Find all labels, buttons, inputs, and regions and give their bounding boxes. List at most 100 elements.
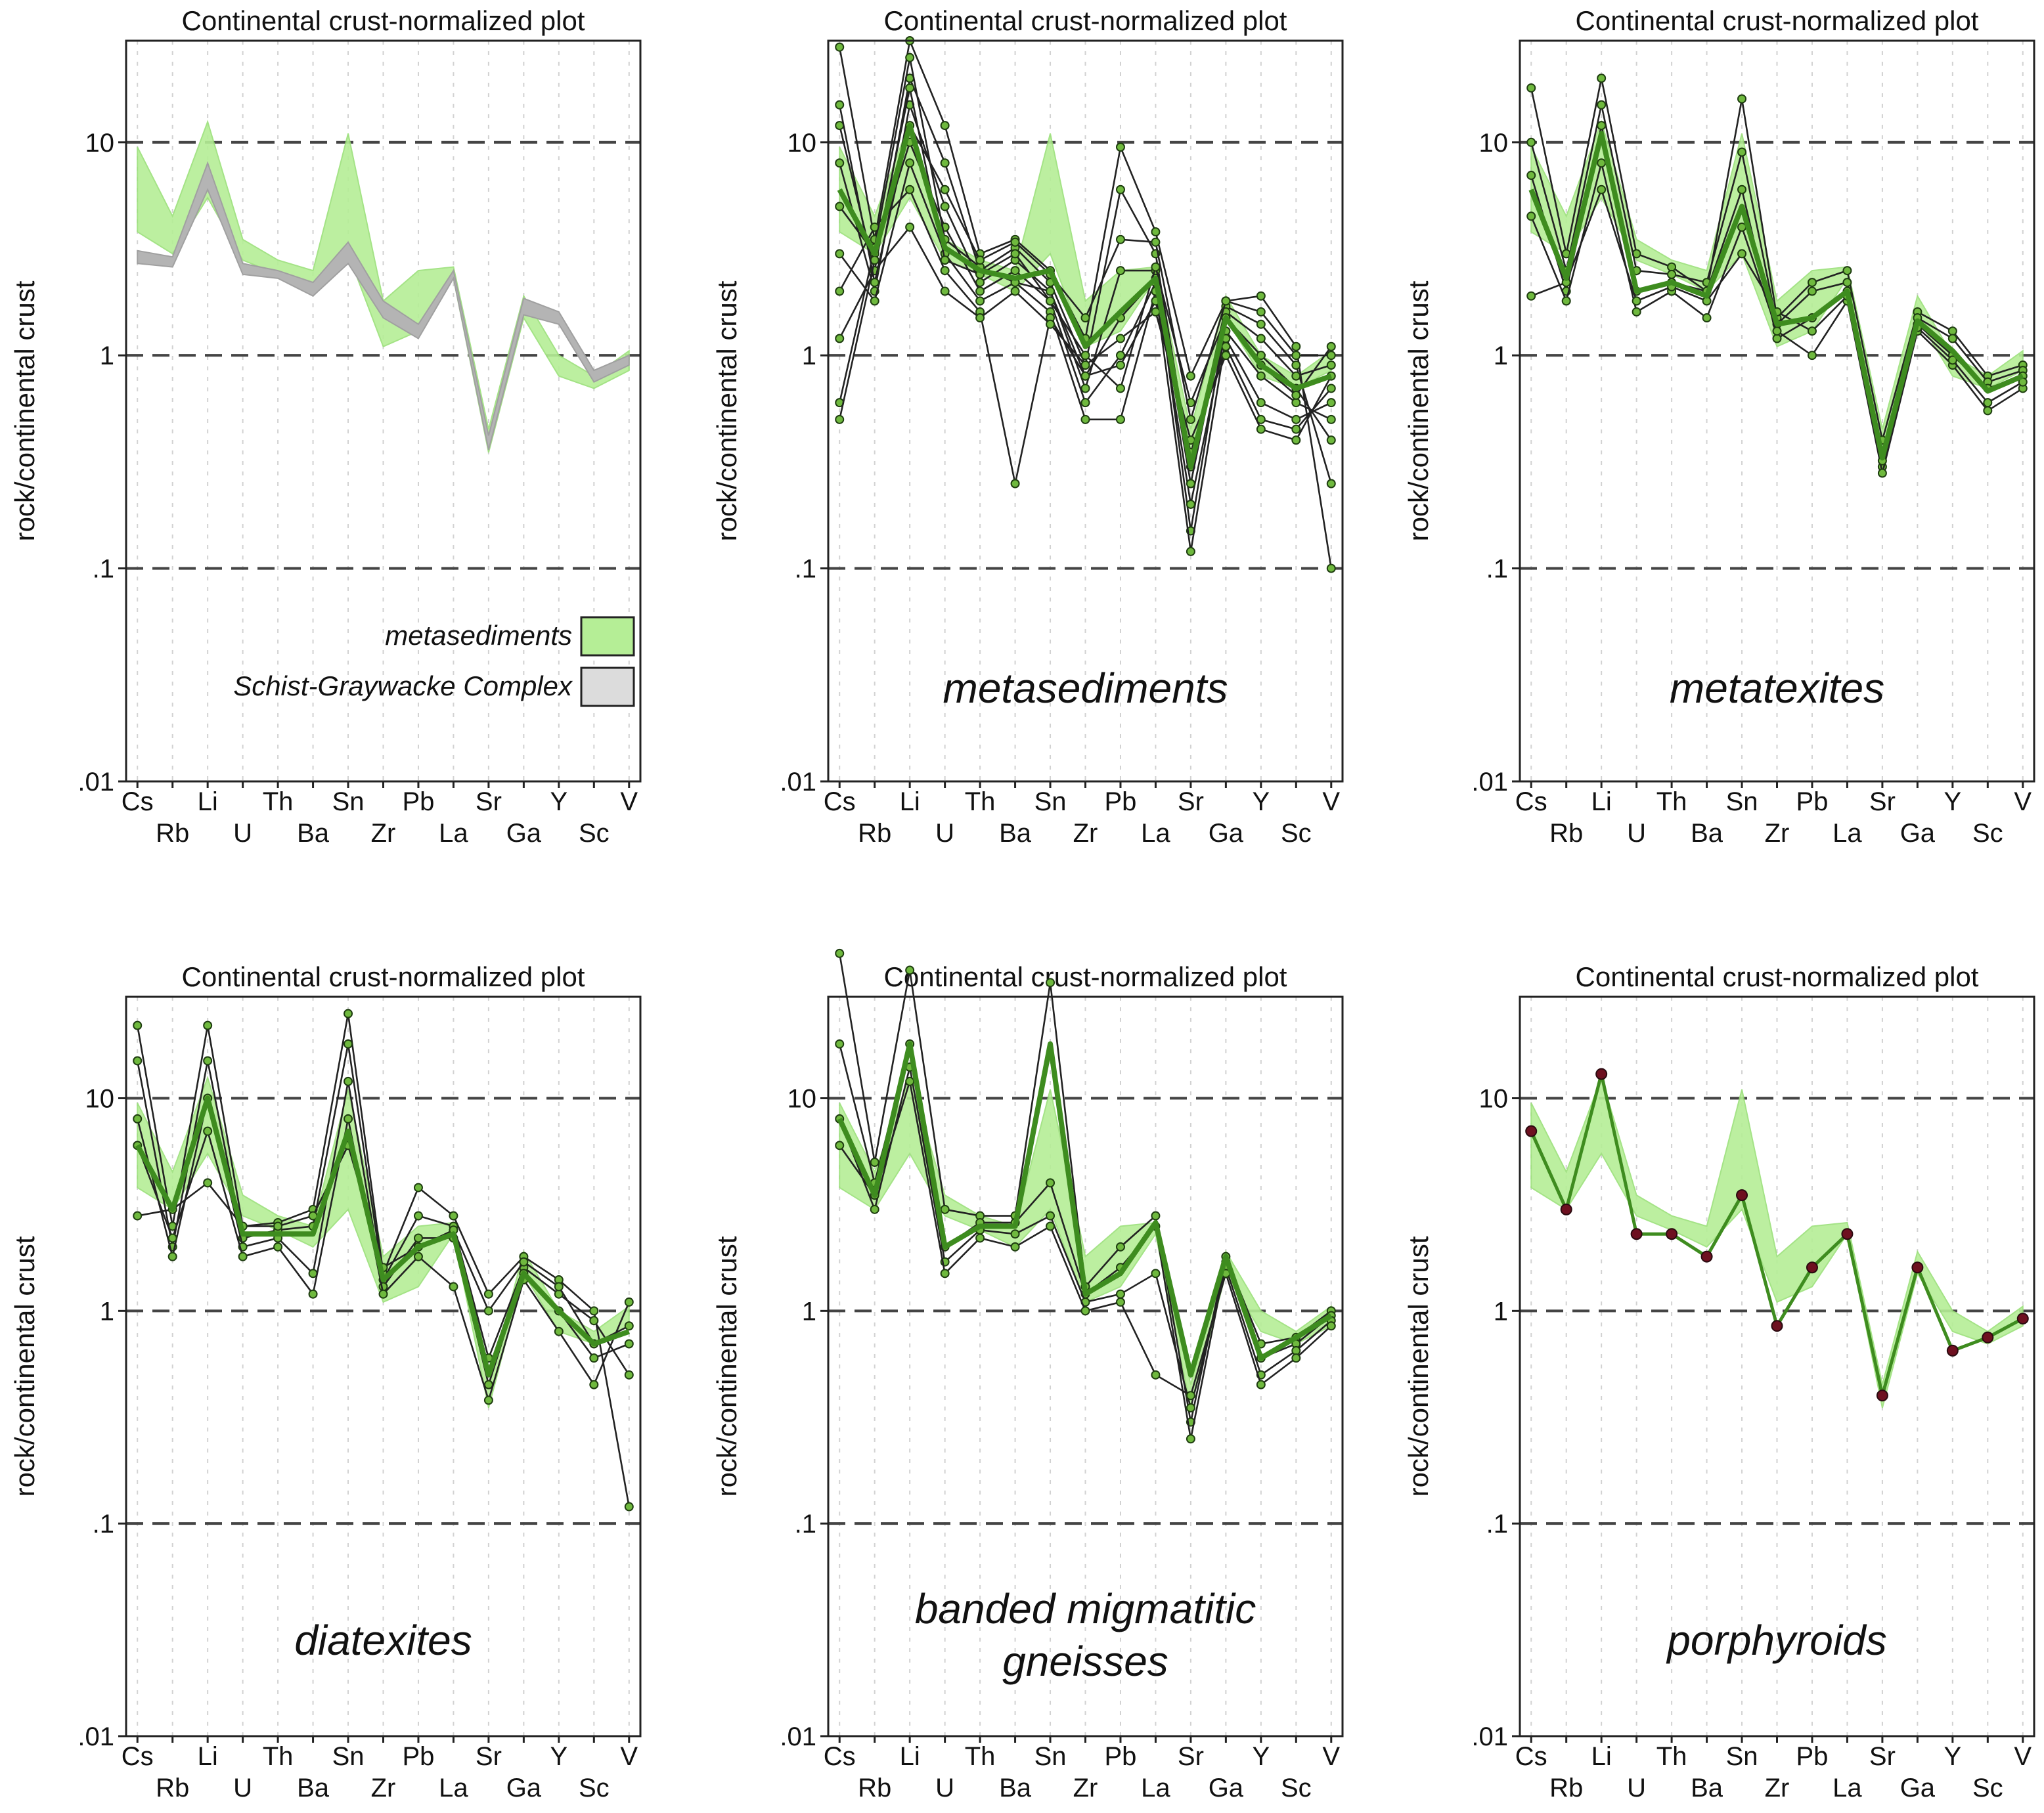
y-tick-label: .1 — [1486, 555, 1508, 584]
data-point — [1291, 341, 1301, 351]
data-point — [905, 965, 915, 975]
x-tick-label: Pb — [1796, 787, 1828, 816]
data-point — [1151, 1370, 1161, 1380]
x-tick-label: Th — [1656, 1742, 1687, 1771]
data-point — [1046, 1211, 1055, 1221]
x-tick-label: Sr — [1869, 1742, 1896, 1771]
x-tick-label: Li — [1591, 1742, 1612, 1771]
data-point — [1291, 371, 1301, 381]
y-tick-label: 10 — [1479, 129, 1509, 158]
data-point — [1115, 334, 1125, 343]
x-tick-label: Pb — [1104, 1742, 1136, 1771]
x-tick-label: Li — [198, 787, 218, 816]
x-tick-label: U — [935, 819, 954, 848]
y-tick-label: 1 — [100, 341, 114, 370]
data-point — [483, 1306, 493, 1316]
x-tick-label: Sc — [579, 819, 610, 848]
data-point — [624, 1321, 634, 1331]
data-point — [1010, 237, 1020, 247]
data-point — [483, 1380, 493, 1389]
mean-line — [135, 1095, 631, 1378]
data-point — [449, 1211, 458, 1221]
panel-6: Continental crust-normalized plot .01 .1 1 1… — [1403, 961, 2035, 1802]
x-tick-label: Li — [900, 1742, 920, 1771]
x-tick-label: Pb — [1796, 1742, 1828, 1771]
data-point — [1326, 414, 1336, 424]
data-point — [1326, 563, 1336, 573]
data-point — [1256, 371, 1266, 381]
y-tick-label: .01 — [1471, 768, 1508, 797]
data-point — [1256, 291, 1266, 301]
x-tick-label: Cs — [824, 1742, 856, 1771]
x-tick-label: Sc — [1281, 819, 1312, 848]
data-point — [1326, 383, 1336, 393]
data-point — [167, 1233, 177, 1243]
data-point — [1010, 286, 1020, 296]
x-tick-label: Li — [198, 1742, 218, 1771]
x-tick-label: Sn — [1034, 1742, 1067, 1771]
data-point — [1983, 398, 1993, 408]
x-tick-label: Cs — [1515, 1742, 1547, 1771]
data-point — [1115, 1289, 1125, 1299]
x-tick-label: Sr — [476, 1742, 502, 1771]
x-tick-label: U — [935, 1774, 954, 1802]
data-point — [1982, 1331, 1994, 1343]
data-point — [1326, 1321, 1336, 1331]
data-point — [835, 249, 845, 259]
x-tick-label: Y — [1944, 1742, 1961, 1771]
data-point — [1151, 237, 1161, 247]
x-tick-label: Ba — [297, 1774, 330, 1802]
data-point — [133, 1056, 143, 1066]
data-point — [975, 286, 985, 296]
data-point — [273, 1221, 283, 1231]
panel-title: Continental crust-normalized plot — [1576, 5, 1979, 36]
data-point — [1256, 398, 1266, 408]
data-point — [1842, 278, 1852, 288]
x-tick-label: V — [620, 1742, 638, 1771]
data-point — [1666, 1228, 1678, 1240]
x-tick-label: Y — [1944, 787, 1961, 816]
data-point — [870, 1157, 879, 1167]
data-point — [1080, 414, 1090, 424]
data-point — [1291, 351, 1301, 360]
y-tick-label: 10 — [788, 1085, 817, 1114]
data-point — [1947, 334, 1957, 343]
data-point — [1151, 307, 1161, 317]
panel-title: Continental crust-normalized plot — [182, 5, 585, 36]
y-tick-label: 1 — [1494, 1297, 1508, 1326]
data-point — [1806, 1261, 1818, 1274]
panel-caption: banded migmatitic gneisses — [915, 1585, 1256, 1685]
data-point — [1186, 1403, 1195, 1412]
x-tick-label: Sc — [1972, 819, 2003, 848]
data-point — [1737, 249, 1747, 259]
data-point — [835, 948, 845, 958]
x-tick-label: Sc — [579, 1774, 610, 1802]
data-point — [519, 1257, 529, 1267]
data-point — [1115, 1242, 1125, 1252]
x-tick-label: V — [2014, 1742, 2032, 1771]
data-point — [1667, 262, 1677, 272]
panel-3: Continental crust-normalized plot .01 .1 1 1… — [1403, 5, 2035, 848]
x-tick-label: Cs — [1515, 787, 1547, 816]
data-point — [1597, 185, 1607, 194]
data-point — [1737, 94, 1747, 104]
x-tick-label: V — [1322, 1742, 1340, 1771]
x-tick-label: La — [1833, 1774, 1862, 1802]
y-axis-label: rock/continental crust — [1403, 280, 1434, 541]
y-axis-label: rock/continental crust — [9, 1236, 40, 1496]
data-point — [1010, 249, 1020, 259]
panel-5: Continental crust-normalized plot .01 .1 1 1… — [711, 948, 1344, 1802]
x-tick-label: Zr — [1765, 819, 1790, 848]
x-tick-label: Ba — [1691, 819, 1723, 848]
panel-title: Continental crust-normalized plot — [1576, 961, 1979, 992]
data-point — [1046, 286, 1055, 296]
panel-caption: porphyroids — [1666, 1617, 1886, 1664]
x-tick-label: Ba — [297, 819, 330, 848]
x-tick-label: Sr — [1178, 1742, 1204, 1771]
x-tick-label: U — [233, 1774, 252, 1802]
data-point — [1010, 266, 1020, 276]
x-tick-label: Zr — [1073, 819, 1098, 848]
panel-4: Continental crust-normalized plot .01 .1 1 1… — [9, 961, 642, 1802]
data-point — [1115, 266, 1125, 276]
panel-title: Continental crust-normalized plot — [884, 5, 1287, 36]
